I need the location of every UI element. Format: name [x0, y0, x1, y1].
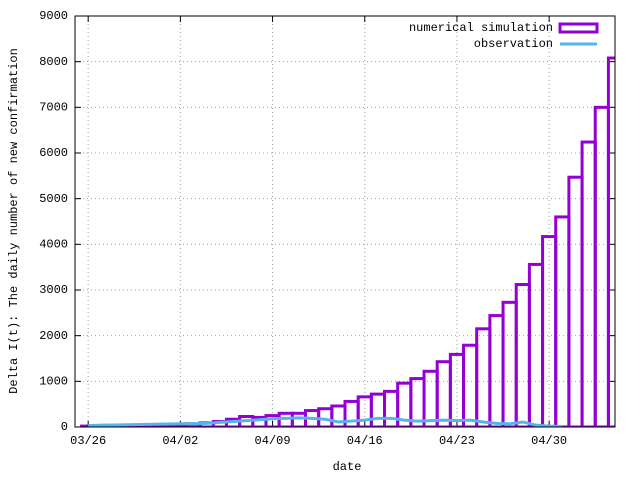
bar — [501, 300, 518, 427]
y-tick-label: 1000 — [39, 375, 68, 389]
y-tick-label: 2000 — [39, 329, 68, 343]
bar — [541, 235, 558, 427]
bar — [383, 389, 400, 427]
y-tick-label: 4000 — [39, 238, 68, 252]
line — [88, 416, 563, 427]
x-axis-label: date — [333, 460, 362, 474]
bar — [527, 262, 545, 427]
legend-swatch — [558, 22, 599, 34]
legend-label: numerical simulation — [409, 21, 553, 35]
bar — [343, 399, 360, 427]
y-tick-label: 7000 — [39, 101, 68, 115]
plot-area — [80, 56, 615, 427]
x-tick-label: 03/26 — [70, 434, 106, 448]
y-tick-label: 9000 — [39, 9, 68, 23]
bar — [488, 314, 505, 427]
x-tick-label: 04/16 — [347, 434, 383, 448]
bar — [580, 140, 597, 427]
y-tick-label: 6000 — [39, 146, 68, 160]
legend-label: observation — [474, 37, 553, 51]
x-tick-label: 04/30 — [531, 434, 567, 448]
x-tick-label: 04/09 — [255, 434, 291, 448]
bar — [462, 343, 479, 427]
plot-border — [74, 15, 616, 428]
y-tick-label: 0 — [61, 420, 68, 434]
bar — [593, 105, 610, 427]
bar — [422, 369, 439, 427]
bar — [514, 283, 531, 427]
bar — [290, 411, 307, 427]
x-tick-label: 04/23 — [439, 434, 475, 448]
x-tick-label: 04/02 — [162, 434, 198, 448]
bar — [369, 392, 387, 427]
bar — [554, 215, 571, 427]
bar — [475, 327, 492, 427]
y-axis-label: Delta I(t): The daily number of new conf… — [7, 48, 21, 394]
bar — [567, 175, 584, 427]
bar — [435, 360, 452, 427]
bar — [330, 404, 347, 427]
y-tick-label: 5000 — [39, 192, 68, 206]
y-tick-label: 3000 — [39, 283, 68, 297]
bar — [277, 411, 294, 427]
y-tick-label: 8000 — [39, 55, 68, 69]
